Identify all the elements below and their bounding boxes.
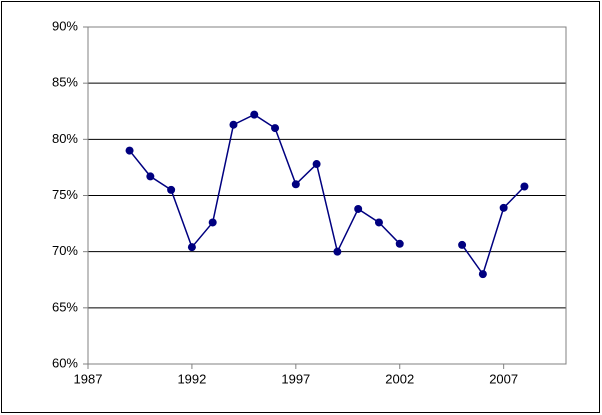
marker — [250, 110, 259, 119]
marker — [499, 203, 508, 212]
marker — [354, 204, 363, 213]
marker — [395, 239, 404, 248]
x-tick-label: 2007 — [489, 371, 518, 386]
marker — [187, 243, 196, 252]
marker — [374, 218, 383, 227]
marker — [478, 270, 487, 279]
marker — [229, 120, 238, 129]
line — [128, 113, 525, 276]
marker — [125, 146, 134, 155]
marker — [333, 247, 342, 256]
marker — [291, 180, 300, 189]
x-tick-label: 2002 — [385, 371, 414, 386]
marker — [520, 182, 529, 191]
plot-area — [87, 26, 567, 365]
x-tick-label: 1992 — [177, 371, 206, 386]
x-tick-label: 1997 — [281, 371, 310, 386]
y-tick-label: 60% — [52, 355, 78, 370]
marker — [167, 185, 176, 194]
y-tick-label: 75% — [52, 187, 78, 202]
y-tick-label: 65% — [52, 299, 78, 314]
y-tick-label: 80% — [52, 131, 78, 146]
marker — [146, 172, 155, 181]
marker — [312, 160, 321, 169]
y-tick-label: 70% — [52, 243, 78, 258]
marker — [208, 218, 217, 227]
marker — [271, 124, 280, 133]
y-tick-label: 85% — [52, 75, 78, 90]
marker — [458, 240, 467, 249]
x-tick-label: 1987 — [74, 371, 103, 386]
y-tick-label: 90% — [52, 18, 78, 33]
